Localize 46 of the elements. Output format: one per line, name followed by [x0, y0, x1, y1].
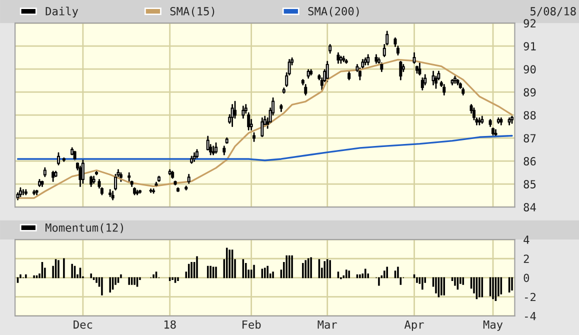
y-tick-label: 0 — [524, 274, 530, 282]
y-tick-label: 92 — [524, 19, 536, 28]
y-tick-label: 90 — [524, 65, 536, 74]
candlestick — [260, 117, 264, 138]
legend-label: SMA(15) — [170, 6, 214, 17]
candlestick — [212, 146, 215, 156]
x-tick-label: Mar — [318, 320, 337, 329]
candlestick — [399, 60, 402, 80]
candlestick — [230, 104, 234, 128]
x-tick-label: 18 — [164, 320, 176, 329]
legend-label: SMA(200) — [308, 6, 359, 17]
x-tick-label: May — [483, 320, 503, 331]
y-tick-label: 91 — [524, 42, 536, 51]
candlestick — [81, 158, 84, 184]
line-series — [16, 58, 513, 199]
candlestick — [242, 106, 245, 119]
x-tick-label: Dec — [74, 320, 92, 329]
line-series — [16, 134, 513, 162]
y-tick-label: 84 — [524, 203, 536, 212]
candlestick — [214, 142, 218, 154]
y-tick-label: -4 — [524, 312, 536, 320]
text: 5/08/18 — [530, 7, 576, 16]
candlestick — [420, 77, 424, 90]
candlestick — [57, 152, 60, 166]
y-tick-label: -2 — [524, 292, 536, 302]
candlestick — [478, 117, 481, 126]
candlestick — [418, 62, 422, 76]
x-tick-label: Apr — [404, 320, 424, 331]
y-tick-label: 2 — [524, 254, 529, 263]
candlestick — [52, 170, 55, 182]
legend-label: Momentum(12) — [46, 223, 124, 234]
candlestick — [90, 176, 93, 188]
x-tick-label: Feb — [242, 320, 261, 329]
y-tick-label: 89 — [524, 88, 536, 96]
candlestick — [432, 70, 435, 86]
y-tick-label: 85 — [524, 180, 536, 188]
y-tick-label: 86 — [524, 157, 536, 166]
candlestick — [412, 52, 416, 64]
y-tick-label: 88 — [524, 111, 536, 120]
candlestick — [366, 54, 370, 66]
y-tick-label: 4 — [524, 236, 530, 244]
y-tick-label: 87 — [524, 134, 536, 142]
candlestick — [442, 84, 446, 96]
legend-label: Daily — [46, 6, 78, 18]
candlestick — [336, 52, 340, 64]
candlestick — [326, 60, 329, 82]
